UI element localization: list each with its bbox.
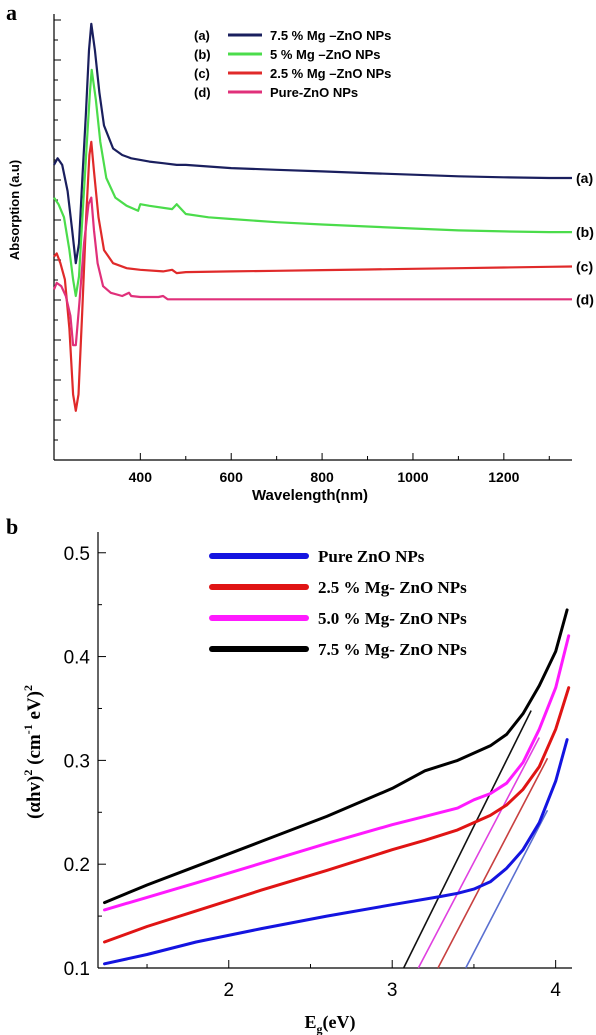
series-line-7-5-mg-zno-nps	[103, 608, 569, 905]
panel-a-y-ticks	[54, 19, 61, 461]
legend-tag: (b)	[194, 47, 211, 62]
series-line-7-5-mg-zno-nps	[53, 22, 572, 265]
series-end-label-c: (c)	[576, 259, 593, 275]
panel-a-chart: a 400 600 800 1000 1200 (a) (b) (c) (d) (a) 7.5 …	[6, 0, 594, 504]
panel-a-end-labels: (a) (b) (c) (d)	[576, 170, 594, 307]
x-tick-label: 3	[387, 980, 398, 1001]
panel-b-tangent-lines	[402, 710, 549, 969]
panel-b-x-axis-label: Eg(eV)	[305, 1012, 356, 1035]
x-tick-label: 2	[223, 980, 234, 1001]
series-end-label-a: (a)	[576, 170, 593, 186]
legend-entry-5-0-mg-zno-nps: 5.0 % Mg- ZnO NPs	[318, 609, 467, 628]
y-tick-label: 0.2	[64, 855, 90, 876]
panel-b-x-ticks: 2 3 4	[146, 960, 561, 1001]
panel-a-x-ticks: 400 600 800 1000 1200	[129, 453, 550, 485]
legend-tag: (d)	[194, 85, 211, 100]
panel-b-label: b	[6, 514, 18, 539]
panel-a-legend: (a) 7.5 % Mg –ZnO NPs (b) 5 % Mg –ZnO NPs (c…	[194, 28, 391, 100]
panel-b-chart: b 0.1 0.2 0.3 0.4 0.5 2 3 4 Pure ZnO NPs 2.5 % …	[6, 514, 572, 1035]
panel-a-label: a	[6, 0, 17, 25]
panel-a-y-axis-label: Absorption (a.u)	[7, 160, 22, 260]
legend-entry-pure-zno-nps: Pure ZnO NPs	[318, 547, 425, 566]
x-tick-label: 4	[550, 980, 561, 1001]
y-tick-label: 0.3	[64, 751, 90, 772]
legend-entry-pure-zno-nps: Pure-ZnO NPs	[270, 85, 358, 100]
panel-b-legend: Pure ZnO NPs 2.5 % Mg- ZnO NPs 5.0 % Mg- Z…	[209, 547, 467, 659]
tangent-line-3	[417, 737, 541, 969]
series-end-label-d: (d)	[576, 291, 594, 307]
panel-a-series	[52, 22, 573, 412]
y-tick-label: 0.1	[64, 959, 90, 980]
tangent-line-2	[437, 757, 549, 969]
y-tick-label: 0.5	[64, 544, 90, 565]
legend-entry-5-mg-zno-nps: 5 % Mg –ZnO NPs	[270, 47, 381, 62]
legend-entry-7-5-mg-zno-nps: 7.5 % Mg –ZnO NPs	[270, 28, 391, 43]
series-line-5-mg-zno-nps	[53, 68, 572, 298]
legend-tag: (a)	[194, 28, 210, 43]
x-tick-label: 1000	[397, 469, 428, 485]
legend-entry-2-5-mg-zno-nps: 2.5 % Mg –ZnO NPs	[270, 66, 391, 81]
tangent-line-4	[402, 710, 532, 969]
legend-entry-2-5-mg-zno-nps: 2.5 % Mg- ZnO NPs	[318, 578, 467, 597]
panel-a-x-axis-label: Wavelength(nm)	[252, 487, 368, 504]
legend-tag: (c)	[194, 66, 210, 81]
series-line-pure-zno-nps	[52, 196, 572, 347]
x-tick-label: 1200	[488, 469, 519, 485]
panel-b-y-ticks: 0.1 0.2 0.3 0.4 0.5	[64, 544, 106, 980]
panel-b-series	[103, 608, 571, 966]
x-tick-label: 400	[129, 469, 153, 485]
tangent-line-1	[465, 809, 549, 969]
x-tick-label: 600	[220, 469, 244, 485]
legend-entry-7-5-mg-zno-nps: 7.5 % Mg- ZnO NPs	[318, 640, 467, 659]
series-line-5-0-mg-zno-nps	[103, 634, 571, 912]
series-end-label-b: (b)	[576, 224, 594, 240]
y-tick-label: 0.4	[64, 648, 91, 669]
panel-b-y-axis-label: (αhv)2 (cm-1 eV)2	[21, 685, 45, 819]
x-tick-label: 800	[310, 469, 334, 485]
series-line-pure-zno-nps	[103, 738, 569, 966]
series-line-2-5-mg-zno-nps	[53, 140, 573, 412]
series-line-2-5-mg-zno-nps	[103, 686, 571, 944]
